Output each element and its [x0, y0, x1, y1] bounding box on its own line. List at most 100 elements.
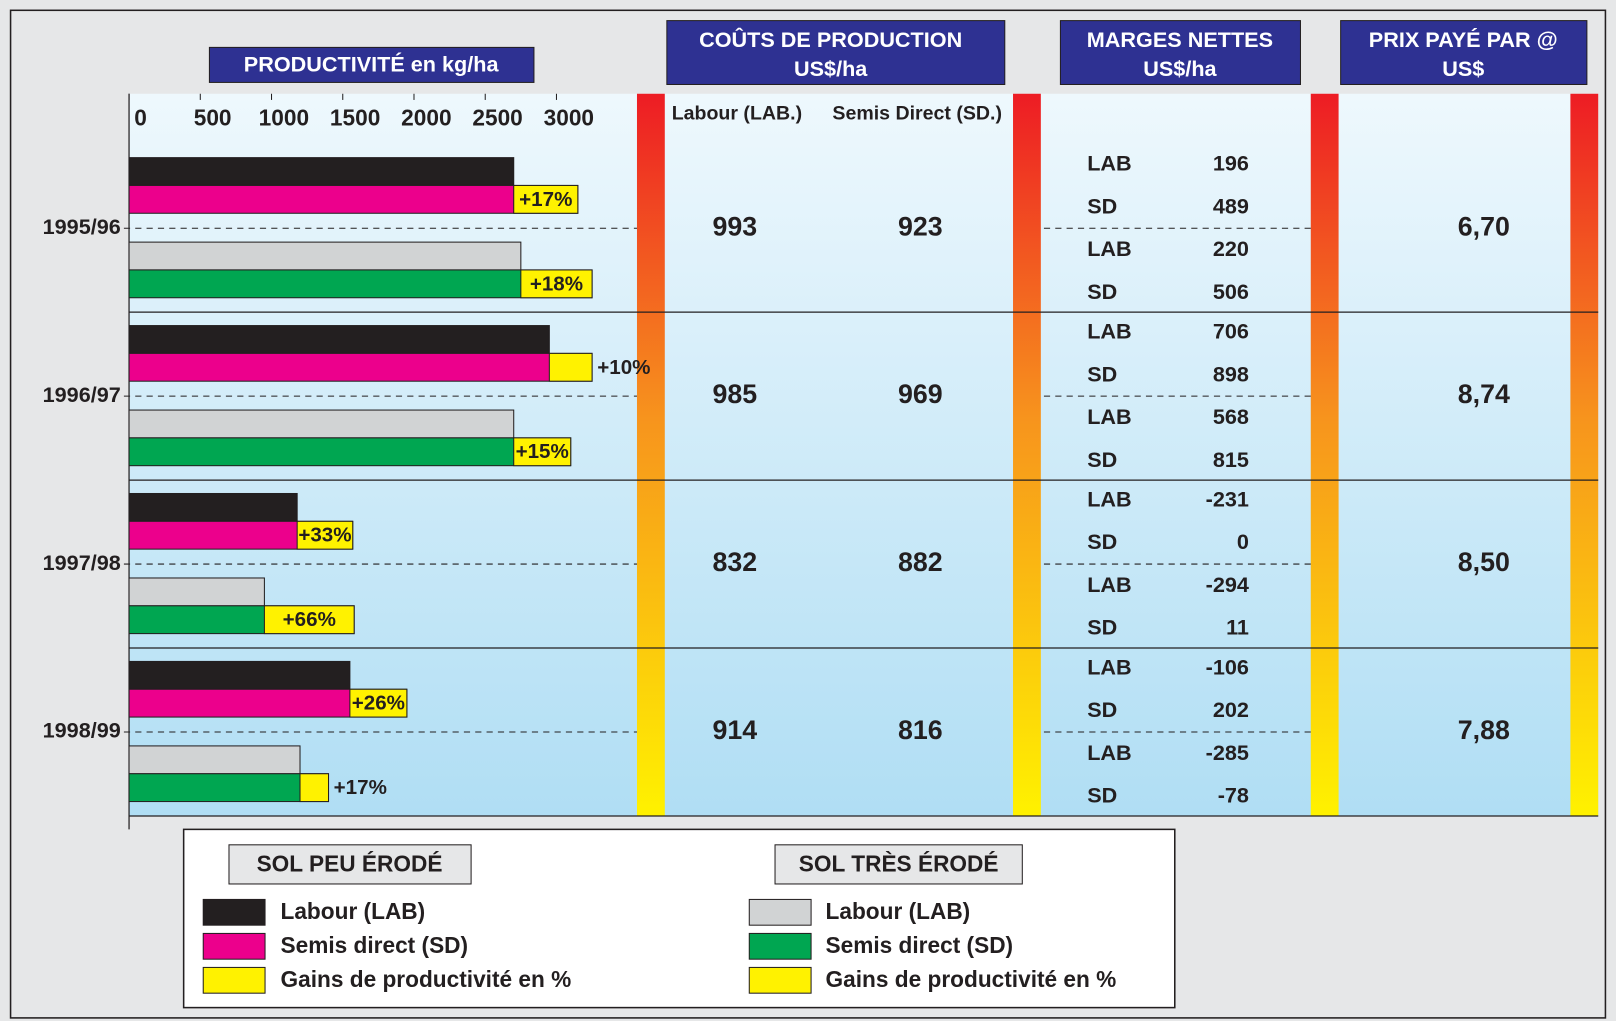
gain-label: +17%: [519, 188, 572, 211]
legend-header-box: [774, 844, 1023, 885]
legend-label: Gains de productivité en %: [281, 966, 572, 992]
y-tick-label: 1997/98: [43, 550, 121, 575]
bar: [128, 409, 515, 439]
margin-label: LAB: [1087, 236, 1131, 261]
price-value: 7,88: [1458, 715, 1510, 745]
margin-label: SD: [1087, 697, 1117, 722]
bar: [128, 437, 572, 467]
x-tick-label: 1500: [330, 104, 380, 130]
gain-bar: [349, 688, 408, 718]
margin-label: SD: [1087, 615, 1117, 640]
bar: [128, 577, 265, 607]
margin-value: -106: [1206, 654, 1249, 679]
margin-value: 815: [1213, 447, 1249, 472]
cost-value: 969: [898, 379, 943, 409]
legend-header-box: [228, 844, 472, 885]
cost-value: 985: [713, 379, 758, 409]
bar: [128, 352, 593, 382]
legend-label: Labour (LAB): [281, 898, 426, 924]
legend-swatch: [202, 932, 266, 960]
legend-swatch: [748, 932, 812, 960]
margin-value: -78: [1218, 783, 1249, 808]
margin-value: 489: [1213, 193, 1249, 218]
price-value: 8,50: [1458, 547, 1510, 577]
x-tick-label: 0: [134, 104, 147, 130]
margin-label: LAB: [1087, 318, 1131, 343]
gain-label: +17%: [334, 776, 387, 799]
margins-unit: US$/ha: [1143, 56, 1217, 81]
legend-header: SOL PEU ÉRODÉ: [257, 850, 443, 876]
y-tick-label: 1998/99: [43, 718, 121, 743]
x-tick-label: 3000: [544, 104, 594, 130]
cost-value: 914: [713, 715, 758, 745]
legend-label: Semis direct (SD): [826, 932, 1014, 958]
gain-bar: [263, 605, 355, 635]
bar: [128, 184, 579, 214]
divider: [636, 93, 665, 816]
margin-label: LAB: [1087, 151, 1131, 176]
gain-label: +15%: [516, 440, 569, 463]
column-header: Labour (LAB.): [672, 103, 802, 125]
cost-value: 816: [898, 715, 943, 745]
gain-bar: [513, 437, 572, 467]
x-tick-label: 2000: [401, 104, 451, 130]
prices-unit: US$: [1442, 56, 1484, 81]
margin-label: SD: [1087, 193, 1117, 218]
legend-swatch: [748, 966, 812, 994]
divider: [1013, 93, 1041, 816]
gain-label: +33%: [298, 524, 351, 547]
cost-value: 993: [713, 211, 758, 241]
costs-title: COÛTS DE PRODUCTION: [699, 27, 962, 52]
column-header: Semis Direct (SD.): [832, 103, 1002, 125]
y-tick-label: 1995/96: [43, 214, 121, 239]
legend-label: Gains de productivité en %: [826, 966, 1117, 992]
legend-label: Semis direct (SD): [281, 932, 469, 958]
margin-value: 220: [1213, 236, 1249, 261]
margin-value: 506: [1213, 279, 1249, 304]
divider: [1310, 93, 1339, 816]
x-tick-label: 2500: [472, 104, 522, 130]
cost-value: 832: [713, 547, 758, 577]
margin-value: 11: [1226, 615, 1249, 640]
header-box: [666, 20, 1006, 85]
legend-swatch: [202, 966, 266, 994]
gain-bar: [513, 184, 579, 214]
price-value: 8,74: [1458, 379, 1510, 409]
y-tick-label: 1996/97: [43, 382, 121, 407]
chart-title: PRODUCTIVITÉ en kg/ha: [244, 52, 500, 77]
margin-value: 0: [1237, 529, 1249, 554]
price-value: 6,70: [1458, 211, 1510, 241]
prices-title: PRIX PAYÉ PAR @: [1369, 27, 1558, 52]
gain-label: +10%: [597, 356, 650, 379]
bar: [128, 325, 550, 354]
x-tick-label: 500: [194, 104, 232, 130]
x-tick-label: 1000: [259, 104, 309, 130]
bar: [128, 157, 515, 186]
bar: [128, 492, 298, 522]
margin-value: 706: [1213, 318, 1249, 343]
margins-title: MARGES NETTES: [1087, 27, 1273, 52]
margin-value: -285: [1206, 740, 1249, 765]
header-box: [208, 46, 535, 83]
bar: [128, 241, 522, 271]
margin-label: SD: [1087, 361, 1117, 386]
bar: [128, 660, 351, 690]
divider: [1570, 93, 1599, 816]
gain-bar: [299, 773, 330, 803]
costs-unit: US$/ha: [794, 56, 868, 81]
gain-bar: [548, 352, 593, 382]
margin-label: SD: [1087, 529, 1117, 554]
legend-swatch: [202, 898, 266, 926]
bar: [128, 773, 330, 803]
bar: [128, 745, 301, 775]
legend-label: Labour (LAB): [826, 898, 971, 924]
gain-label: +18%: [530, 272, 583, 295]
margin-label: SD: [1087, 447, 1117, 472]
margin-value: -294: [1206, 572, 1249, 597]
gain-bar: [520, 269, 593, 299]
legend-swatch: [748, 898, 812, 926]
margin-label: LAB: [1087, 486, 1131, 511]
margin-label: LAB: [1087, 740, 1131, 765]
